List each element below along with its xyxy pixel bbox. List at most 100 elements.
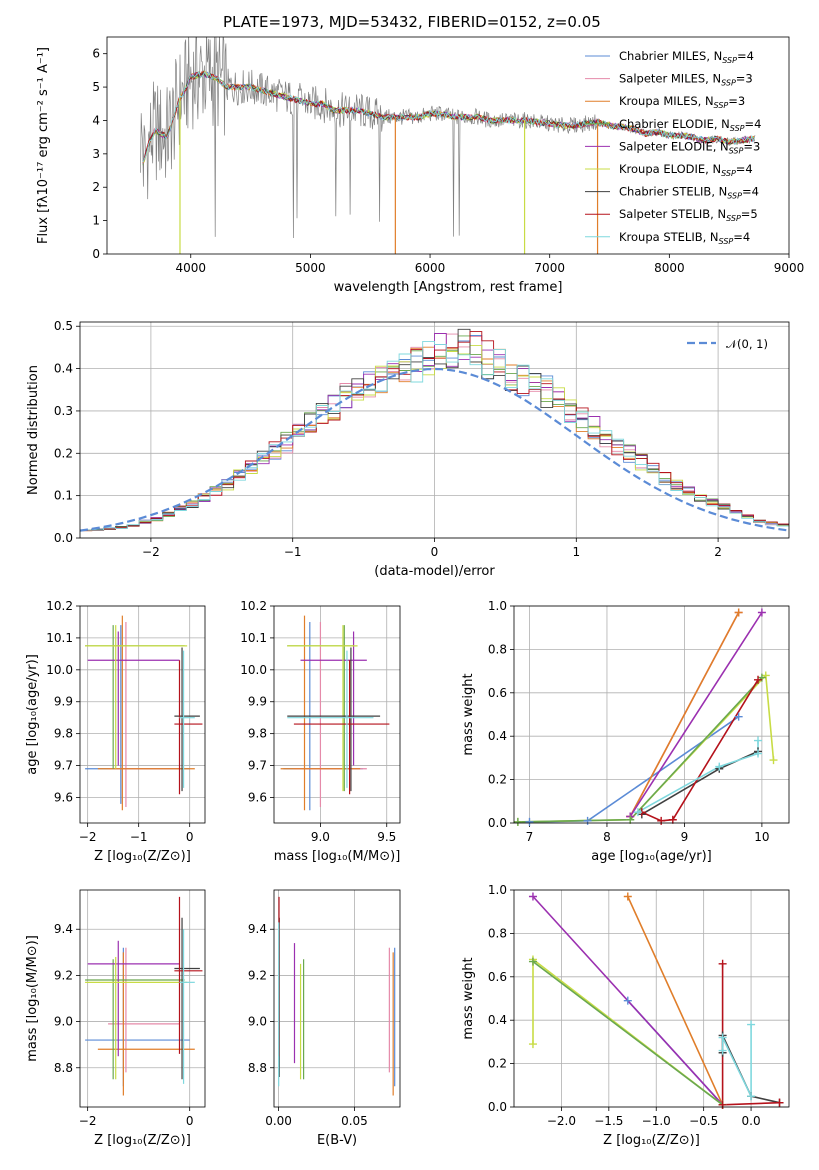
axes-frame	[273, 605, 401, 824]
legend-label: Salpeter STELIB, NSSP=5	[619, 207, 758, 223]
y-tick-label: 0.2	[488, 773, 507, 787]
y-tick-label: 1.0	[488, 883, 507, 897]
y-axis-label: mass weight	[461, 957, 476, 1039]
y-tick-label: 0.2	[54, 446, 73, 460]
axes-frame	[273, 889, 401, 1108]
y-tick-label: 3	[92, 147, 100, 161]
y-tick-label: 9.9	[248, 695, 267, 709]
plot-area	[140, 37, 756, 254]
y-tick-label: 2	[92, 180, 100, 194]
mass-weight-marker	[734, 608, 743, 617]
mass-weight-marker	[757, 608, 766, 617]
x-tick-label: 9000	[774, 261, 805, 275]
legend-label: Kroupa MILES, NSSP=3	[619, 94, 745, 110]
y-tick-label: 9.7	[248, 759, 267, 773]
x-tick-label: 7000	[534, 261, 565, 275]
y-tick-label: 0.6	[488, 686, 507, 700]
x-tick-label: −0.5	[689, 1114, 718, 1128]
x-tick-label: 7	[526, 830, 534, 844]
mass-weight-line	[637, 740, 759, 813]
axes-frame	[106, 36, 790, 255]
y-tick-label: 9.4	[54, 922, 73, 936]
mass-weight-marker	[754, 736, 763, 745]
x-tick-label: −2.0	[547, 1114, 576, 1128]
plot-residuals: −2 −1 0 1 2 0.0 0.1 0.2 0.3 0.4 0.5 𝒩(0, 1) (data-mo…	[26, 319, 790, 579]
axes-frame	[513, 605, 790, 824]
mass-weight-marker	[668, 815, 677, 824]
plot-area	[85, 896, 203, 1096]
mass-weight-line	[517, 673, 775, 823]
mass-weight-marker	[623, 892, 632, 901]
legend-label: Chabrier STELIB, NSSP=4	[619, 185, 759, 201]
mass-weight-marker	[633, 808, 642, 817]
plot-area	[85, 615, 203, 811]
y-tick-label: 1	[92, 214, 100, 228]
x-tick-label: 0	[431, 545, 439, 559]
residual-histogram	[80, 340, 789, 531]
y-tick-label: 9.0	[54, 1015, 73, 1029]
plot-age_vs_mass: 9.0 9.5 9.6 9.7 9.8 9.9 10.0 10.1 10.2 mass [log₁…	[240, 599, 401, 864]
legend-label: Chabrier MILES, NSSP=4	[619, 49, 754, 65]
model-spectrum-line	[142, 71, 755, 163]
mass-weight-marker	[583, 816, 592, 825]
plot-area	[278, 896, 396, 1096]
x-tick-label: 10	[754, 830, 769, 844]
y-tick-label: 0.4	[488, 1013, 507, 1027]
y-tick-label: 9.9	[54, 695, 73, 709]
y-axis-label: Flux [fλ10⁻¹⁷ erg cm⁻² s⁻¹ A⁻¹]	[36, 47, 51, 244]
legend-label: Salpeter MILES, NSSP=3	[619, 72, 753, 88]
y-tick-label: 9.6	[54, 790, 73, 804]
y-tick-label: 0.5	[54, 319, 73, 333]
grid	[514, 605, 789, 824]
x-tick-label: 6000	[415, 261, 446, 275]
y-tick-label: 6	[92, 47, 100, 61]
x-tick-label: 1	[572, 545, 580, 559]
x-axis-label: Z [log₁₀(Z/Z⊙)]	[94, 1133, 191, 1148]
figure-title: PLATE=1973, MJD=53432, FIBERID=0152, z=0…	[223, 13, 601, 31]
y-tick-label: 9.2	[54, 968, 73, 982]
x-tick-label: −2	[79, 1114, 97, 1128]
mass-weight-line	[641, 679, 759, 822]
y-tick-label: 10.0	[46, 663, 73, 677]
y-axis-label: mass weight	[461, 673, 476, 755]
y-tick-label: 0.6	[488, 970, 507, 984]
plot-spectrum: 4000 5000 6000 7000 8000 9000 0 1 2 3 4 5 6 Chabrier …	[36, 36, 805, 295]
y-tick-label: 8.8	[54, 1061, 73, 1075]
x-tick-label: 0.00	[265, 1114, 292, 1128]
axes-frame	[79, 889, 206, 1108]
y-tick-label: 10.2	[46, 599, 73, 613]
grid	[274, 890, 400, 1107]
grid	[80, 605, 205, 823]
y-tick-label: 0.2	[488, 1057, 507, 1071]
y-tick-label: 10.1	[240, 631, 267, 645]
mass-weight-line	[627, 896, 724, 1106]
y-axis-label: age [log₁₀(age/yr)]	[25, 654, 40, 775]
x-axis-label: mass [log₁₀(M/M⊙)]	[274, 849, 401, 864]
x-tick-label: 5000	[295, 261, 326, 275]
mass-weight-marker	[754, 749, 763, 758]
x-tick-label: −2	[79, 830, 97, 844]
y-tick-label: 0.8	[488, 642, 507, 656]
x-axis-label: age [log₁₀(age/yr)]	[591, 849, 712, 864]
mass-weight-marker	[525, 817, 534, 826]
mass-weight-marker	[775, 1098, 784, 1107]
mass-weight-marker	[747, 1020, 756, 1029]
axes-frame	[79, 321, 790, 539]
plot-area	[517, 612, 775, 823]
mass-weight-marker	[528, 1040, 537, 1049]
grid	[514, 889, 789, 1108]
mass-weight-marker	[626, 815, 635, 824]
x-tick-label: 0.0	[742, 1114, 761, 1128]
legend-label: 𝒩(0, 1)	[726, 337, 768, 351]
mass-weight-marker	[718, 959, 727, 968]
mass-weight-marker	[747, 1092, 756, 1101]
x-tick-label: −1.5	[594, 1114, 623, 1128]
y-tick-label: 9.6	[248, 790, 267, 804]
x-tick-label: −1	[130, 830, 148, 844]
y-axis-label: Normed distribution	[26, 365, 41, 495]
plot-mass_vs_EBV: 0.00 0.05 8.8 9.0 9.2 9.4 E(B-V)	[248, 889, 401, 1148]
mass-weight-line	[532, 960, 724, 1106]
y-tick-label: 9.7	[54, 759, 73, 773]
y-tick-label: 0.0	[488, 1100, 507, 1114]
plot-massweight_vs_Z: −2.0 −1.5 −1.0 −0.5 0.0 0.0 0.2 0.4 0.6 0.8 1.0 Z […	[461, 883, 790, 1148]
